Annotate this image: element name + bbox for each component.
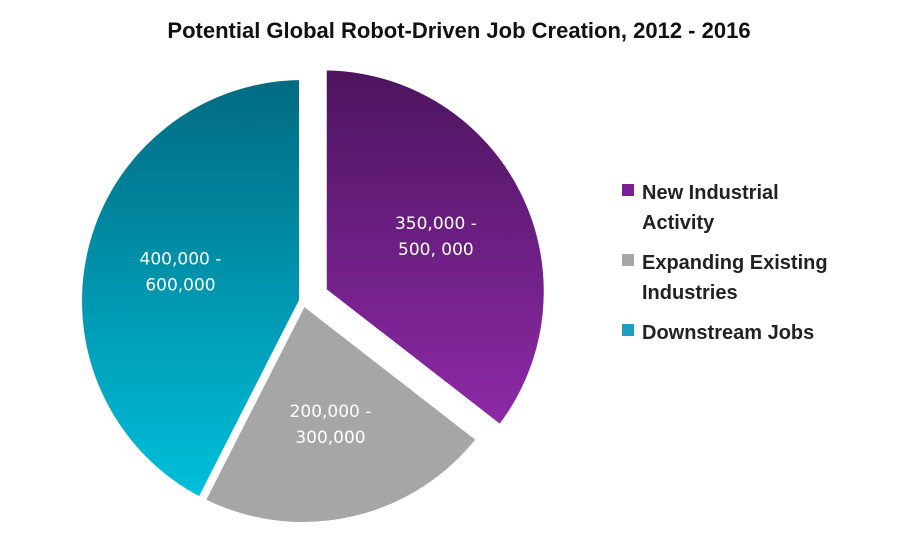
slice-value-label: 200,000 -300,000 (290, 402, 372, 448)
legend-item: Expanding Existing Industries (622, 248, 912, 308)
pie-slice (318, 62, 552, 435)
pie-slice (195, 294, 487, 530)
legend-swatch (622, 254, 634, 266)
slice-value-label: 350,000 -500, 000 (395, 214, 477, 260)
legend-swatch (622, 324, 634, 336)
legend-label: Expanding Existing Industries (642, 252, 828, 304)
chart-title: Potential Global Robot-Driven Job Creati… (167, 18, 751, 43)
legend-item: New Industrial Activity (622, 178, 912, 238)
slice-value-label: 400,000 -600,000 (140, 250, 222, 296)
pie-slices (74, 62, 552, 530)
pie-slice (74, 71, 307, 507)
legend-label: Downstream Jobs (642, 322, 815, 344)
legend-item: Downstream Jobs (622, 318, 912, 348)
legend: New Industrial Activity Expanding Existing… (622, 178, 912, 358)
legend-swatch (622, 184, 634, 196)
legend-label: New Industrial Activity (642, 182, 779, 234)
pie-slice-labels: 350,000 -500, 000 200,000 -300,000 400,000… (140, 214, 477, 448)
